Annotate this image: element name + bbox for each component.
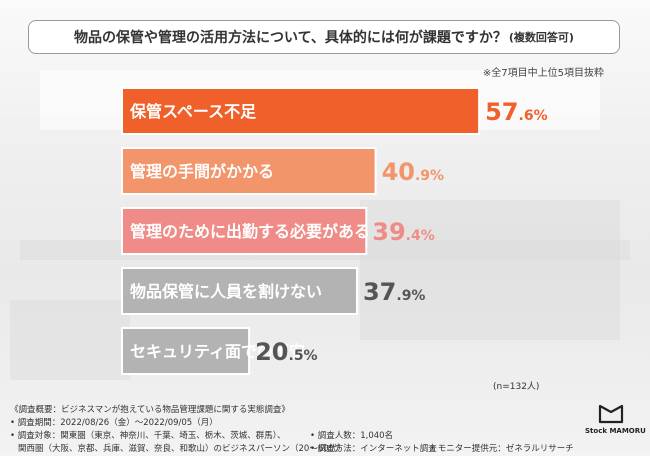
bar-chart: 保管スペース不足 57.6% 管理の手間がかかる 40.9% 管理のために出勤する必要が… xyxy=(121,87,548,392)
value-label-4: 37.9% xyxy=(363,278,426,306)
survey-title: 《調査概要：ビジネスマンが抱えている物品管理課題に関する実態調査》 xyxy=(10,405,290,415)
bar-5 xyxy=(121,327,251,375)
bar-3 xyxy=(121,207,368,255)
value-label-1: 57.6% xyxy=(485,98,548,126)
bar-2 xyxy=(121,147,377,195)
bar-4 xyxy=(121,267,358,315)
bar-label-4: 物品保管に人員を割けない xyxy=(130,282,322,301)
survey-period: • 調査期間：2022/08/26（金）〜2022/09/05（月） xyxy=(10,418,218,428)
stock-mamoru-logo: Stock MAMORU xyxy=(585,402,646,444)
bar-label-5: セキュリティ面での不安 xyxy=(130,342,305,361)
chart-title: 物品の保管や管理の活用方法について、具体的には何が課題ですか？ xyxy=(74,30,507,46)
chart-title-suffix: (複数回答可) xyxy=(508,31,574,44)
value-label-5: 20.5% xyxy=(255,338,318,366)
bar-label-2: 管理の手間がかかる xyxy=(130,162,274,181)
logo-mark-icon xyxy=(598,402,624,424)
survey-target-1: • 調査対象：関東圏（東京、神奈川、千葉、埼玉、栃木、茨城、群馬）、 xyxy=(10,431,286,441)
bar-1 xyxy=(121,87,481,135)
survey-method: • 調査方法：インターネット調査 xyxy=(310,444,437,454)
bar-label-1: 保管スペース不足 xyxy=(129,102,257,121)
chart-title-box: 物品の保管や管理の活用方法について、具体的には何が課題ですか？ (複数回答可) xyxy=(28,20,620,54)
sample-size-label: (n=132人) xyxy=(493,381,539,392)
logo-text: Stock MAMORU xyxy=(585,427,646,435)
value-label-3: 39.4% xyxy=(372,218,435,246)
bar-label-3: 管理のために出勤する必要がある xyxy=(130,222,370,241)
survey-footer: 《調査概要：ビジネスマンが抱えている物品管理課題に関する実態調査》 • 調査期間… xyxy=(10,404,574,456)
survey-target-2: 関西圏（大阪、京都、兵庫、滋賀、奈良、和歌山）のビジネスパーソン（20〜60代） xyxy=(18,444,346,454)
chart-note: ※全7項目中上位5項目抜粋 xyxy=(482,68,604,79)
value-label-2: 40.9% xyxy=(382,158,445,186)
survey-provider: • モニター提供元：ゼネラルリサーチ xyxy=(430,444,574,454)
survey-respondents: • 調査人数：1,040名 xyxy=(310,431,394,441)
